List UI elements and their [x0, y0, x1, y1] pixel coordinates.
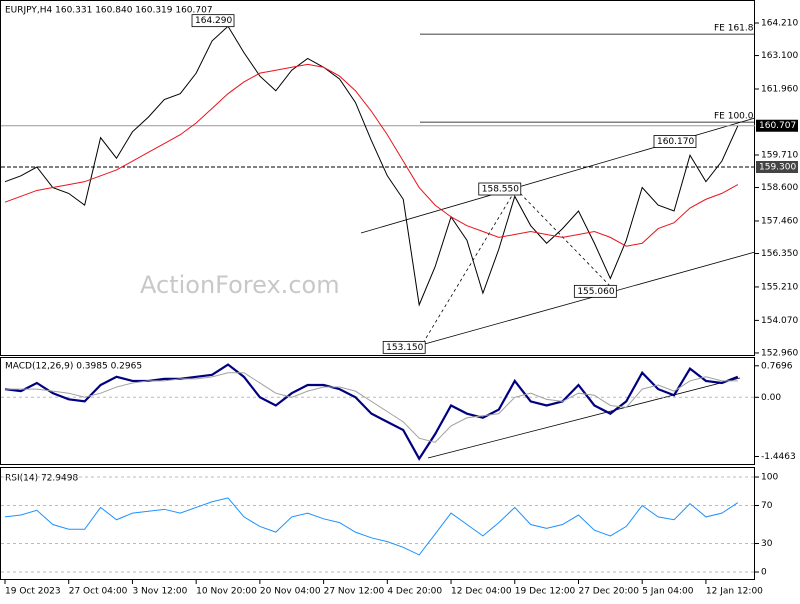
y-tick-label: 157.460	[761, 216, 798, 226]
y-tick-label: 0	[761, 568, 767, 578]
macd-trendline	[427, 377, 741, 459]
annotation-box	[191, 14, 235, 28]
y-tick-label: 30	[761, 539, 773, 549]
rsi-title: RSI(14) 72.9498	[5, 474, 78, 484]
annotation-label: 160.170	[657, 137, 694, 147]
annotation-box	[653, 135, 697, 148]
level-box	[756, 161, 798, 174]
annotation-label: 153.150	[386, 343, 423, 353]
x-tick-label: 4 Dec 20:00	[387, 587, 442, 597]
y-tick-label: 155.210	[761, 282, 798, 292]
annotation-box	[573, 284, 617, 298]
annotation-box	[478, 182, 522, 196]
series-line	[4, 25, 739, 307]
macd-title: MACD(12,26,9) 0.3985 0.2965	[5, 362, 142, 372]
y-tick-label: 164.210	[761, 18, 798, 28]
x-tick-label: 5 Jan 04:00	[642, 587, 694, 597]
x-tick-label: 27 Dec 20:00	[578, 587, 639, 597]
annotation-label: 164.290	[195, 16, 232, 26]
y-tick-label: 161.960	[761, 84, 798, 94]
y-tick-label: 159.710	[761, 150, 798, 160]
fib-level-label: FE 100.0	[714, 112, 754, 122]
price-box	[756, 119, 798, 132]
series-line	[4, 63, 739, 247]
y-tick-label: 158.600	[761, 183, 798, 193]
x-tick-label: 10 Nov 20:00	[196, 587, 257, 597]
x-tick-label: 27 Nov 12:00	[324, 587, 385, 597]
watermark: ActionForex.com	[140, 271, 340, 299]
x-tick-label: 19 Dec 12:00	[515, 587, 576, 597]
level-label: 159.300	[759, 163, 796, 173]
fib-level-label: FE 161.8	[714, 24, 754, 34]
y-tick-label: -1.4463	[761, 452, 796, 462]
price-panel	[0, 0, 755, 356]
channel-lower	[420, 251, 756, 346]
x-tick-label: 12 Jan 12:00	[706, 587, 763, 597]
y-tick-label: 163.100	[761, 51, 798, 61]
series-line	[4, 497, 739, 556]
rsi-panel	[0, 467, 755, 580]
x-tick-label: 19 Oct 2023	[5, 587, 61, 597]
price-label: 160.707	[759, 121, 796, 131]
series-line	[4, 363, 739, 461]
y-tick-label: 156.350	[761, 249, 798, 259]
fib-leg	[422, 188, 613, 344]
y-tick-label: 0.7696	[761, 361, 793, 371]
annotation-box	[382, 340, 426, 354]
x-tick-label: 3 Nov 12:00	[132, 587, 187, 597]
chart-title: EURJPY,H4 160.331 160.840 160.319 160.70…	[5, 6, 213, 16]
macd-panel	[0, 357, 755, 465]
series-line	[5, 372, 738, 443]
annotation-label: 158.550	[482, 184, 519, 194]
x-tick-label: 12 Dec 04:00	[451, 587, 512, 597]
x-tick-label: 20 Nov 04:00	[260, 587, 321, 597]
annotation-label: 155.060	[577, 287, 614, 297]
y-tick-label: 100	[761, 473, 778, 483]
y-tick-label: 154.070	[761, 316, 798, 326]
x-tick-label: 27 Oct 04:00	[69, 587, 128, 597]
y-tick-label: 70	[761, 501, 773, 511]
y-tick-label: 152.960	[761, 348, 798, 358]
y-tick-label: 0.00	[761, 393, 781, 403]
